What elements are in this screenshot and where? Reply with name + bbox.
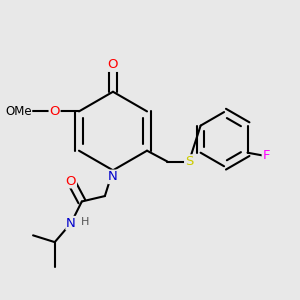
- Text: F: F: [262, 149, 270, 162]
- Text: N: N: [66, 217, 76, 230]
- Text: N: N: [108, 170, 118, 183]
- Text: H: H: [81, 217, 90, 227]
- Text: S: S: [185, 155, 193, 168]
- Text: O: O: [66, 175, 76, 188]
- Text: OMe: OMe: [5, 105, 32, 118]
- Text: O: O: [49, 105, 60, 118]
- Text: O: O: [108, 58, 118, 71]
